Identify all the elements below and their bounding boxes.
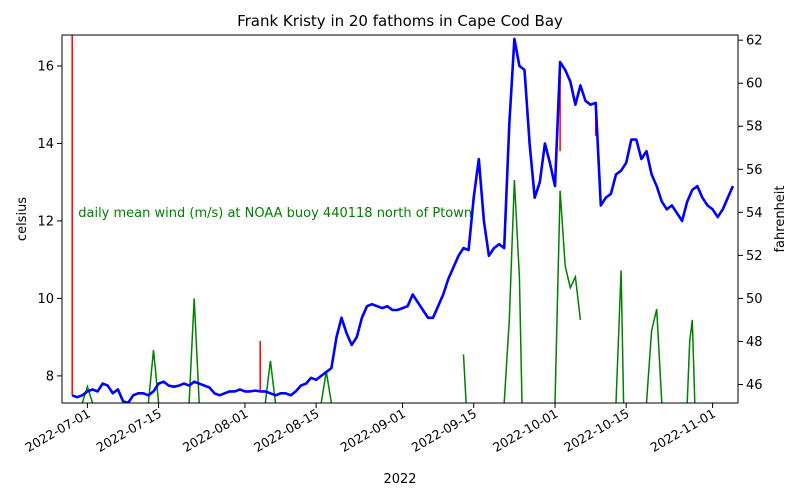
- right-y-tick-label: 58: [746, 120, 763, 135]
- right-y-tick-label: 46: [746, 378, 763, 393]
- right-y-tick-label: 62: [746, 34, 763, 49]
- x-axis-label: 2022: [383, 472, 416, 487]
- wind-line-segment: [503, 179, 523, 403]
- wind-line-segment: [686, 319, 696, 403]
- chart-title: Frank Kristy in 20 fathoms in Cape Cod B…: [237, 12, 563, 30]
- right-y-tick-label: 52: [746, 249, 763, 264]
- wind-line-segment: [264, 360, 277, 403]
- wind-line-segment: [554, 190, 582, 403]
- right-y-axis-label: fahrenheit: [773, 185, 788, 252]
- left-y-tick-label: 12: [37, 214, 54, 229]
- wind-annotation: daily mean wind (m/s) at NOAA buoy 44011…: [78, 206, 472, 221]
- right-y-tick-label: 60: [746, 77, 763, 92]
- plot-frame: [61, 34, 739, 404]
- right-y-tick-label: 56: [746, 163, 763, 178]
- right-y-tick-label: 48: [746, 335, 763, 350]
- wind-line-segment: [81, 384, 94, 403]
- right-y-tick-label: 54: [746, 206, 763, 221]
- right-y-tick-label: 50: [746, 292, 763, 307]
- plot-area: [71, 35, 735, 403]
- temperature-line: [71, 37, 735, 403]
- left-y-axis-label: celsius: [15, 197, 30, 241]
- wind-line-segment: [645, 309, 663, 403]
- left-y-tick-label: 14: [37, 137, 54, 152]
- left-y-tick-label: 16: [37, 59, 54, 74]
- wind-line-segment: [462, 354, 467, 403]
- wind-line-segment: [188, 298, 200, 403]
- left-y-tick-label: 8: [46, 369, 54, 384]
- wind-line-segment: [615, 270, 625, 403]
- left-y-tick-label: 10: [37, 292, 54, 307]
